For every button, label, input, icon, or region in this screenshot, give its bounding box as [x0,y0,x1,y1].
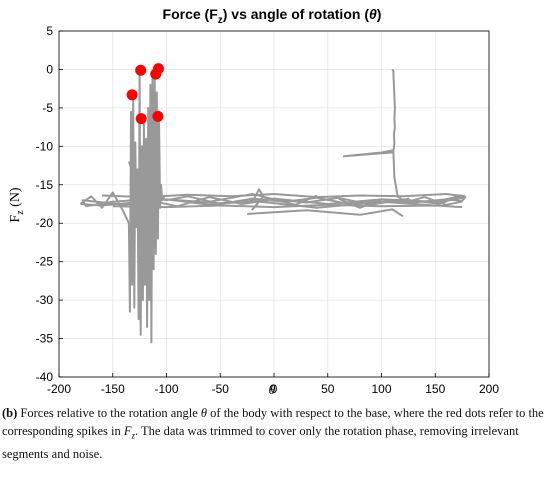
grid [58,30,490,378]
force-trace-8 [338,196,463,209]
spike-dot [152,110,164,122]
x-tick-label: 50 [321,382,335,396]
figure-caption: (b) Forces relative to the rotation angl… [2,404,547,463]
force-vs-angle-chart: Force (Fz) vs angle of rotation (θ) -200… [8,6,500,398]
x-tick-label: -200 [47,382,71,396]
axis-ticks: -200 -150 -100 -50 0 50 100 150 20050-5-10-15-20… [36,24,500,396]
x-tick-label: -50 [212,382,230,396]
y-tick-label: -10 [36,139,54,153]
y-tick-label: -40 [36,370,54,384]
y-tick-label: 0 [46,62,53,76]
spike-dot [135,113,147,125]
caption-text-3: . The data was trimmed to cover only the… [2,424,519,461]
force-trace-5 [209,193,318,206]
chart-title: Force (Fz) vs angle of rotation (θ) [163,6,382,26]
spike-dot [126,89,138,101]
y-tick-label: -20 [36,216,54,230]
force-trace-9 [342,68,410,203]
caption-text-2: of the body with respect to the base, wh… [2,406,544,438]
x-tick-label: 150 [425,382,445,396]
y-axis-label: Fz (N) [8,187,26,223]
y-tick-label: -5 [42,101,53,115]
caption-fz: Fz [123,424,136,441]
y-tick-label: -30 [36,293,54,307]
force-trace-3 [101,193,466,199]
spike-dot [152,63,164,75]
force-trace-7 [247,208,404,218]
x-tick-label: 200 [479,382,499,396]
y-tick-label: -15 [36,178,54,192]
y-tick-label: -35 [36,332,54,346]
y-tick-label: 5 [46,24,53,38]
force-trace-4 [112,203,463,209]
x-tick-label: 0 [271,382,278,396]
x-tick-label: -100 [154,382,178,396]
caption-text-1: Forces relative to the rotation angle [17,406,201,420]
caption-theta: θ [200,406,208,420]
x-axis-label: θ [269,383,276,398]
spike-dot [135,64,147,76]
spike-markers [126,63,164,125]
caption-tag: (b) [2,406,18,420]
y-tick-label: -25 [36,255,54,269]
data-series [79,68,467,344]
x-tick-label: -150 [101,382,125,396]
force-trace-6 [251,188,265,211]
x-tick-label: 100 [371,382,391,396]
